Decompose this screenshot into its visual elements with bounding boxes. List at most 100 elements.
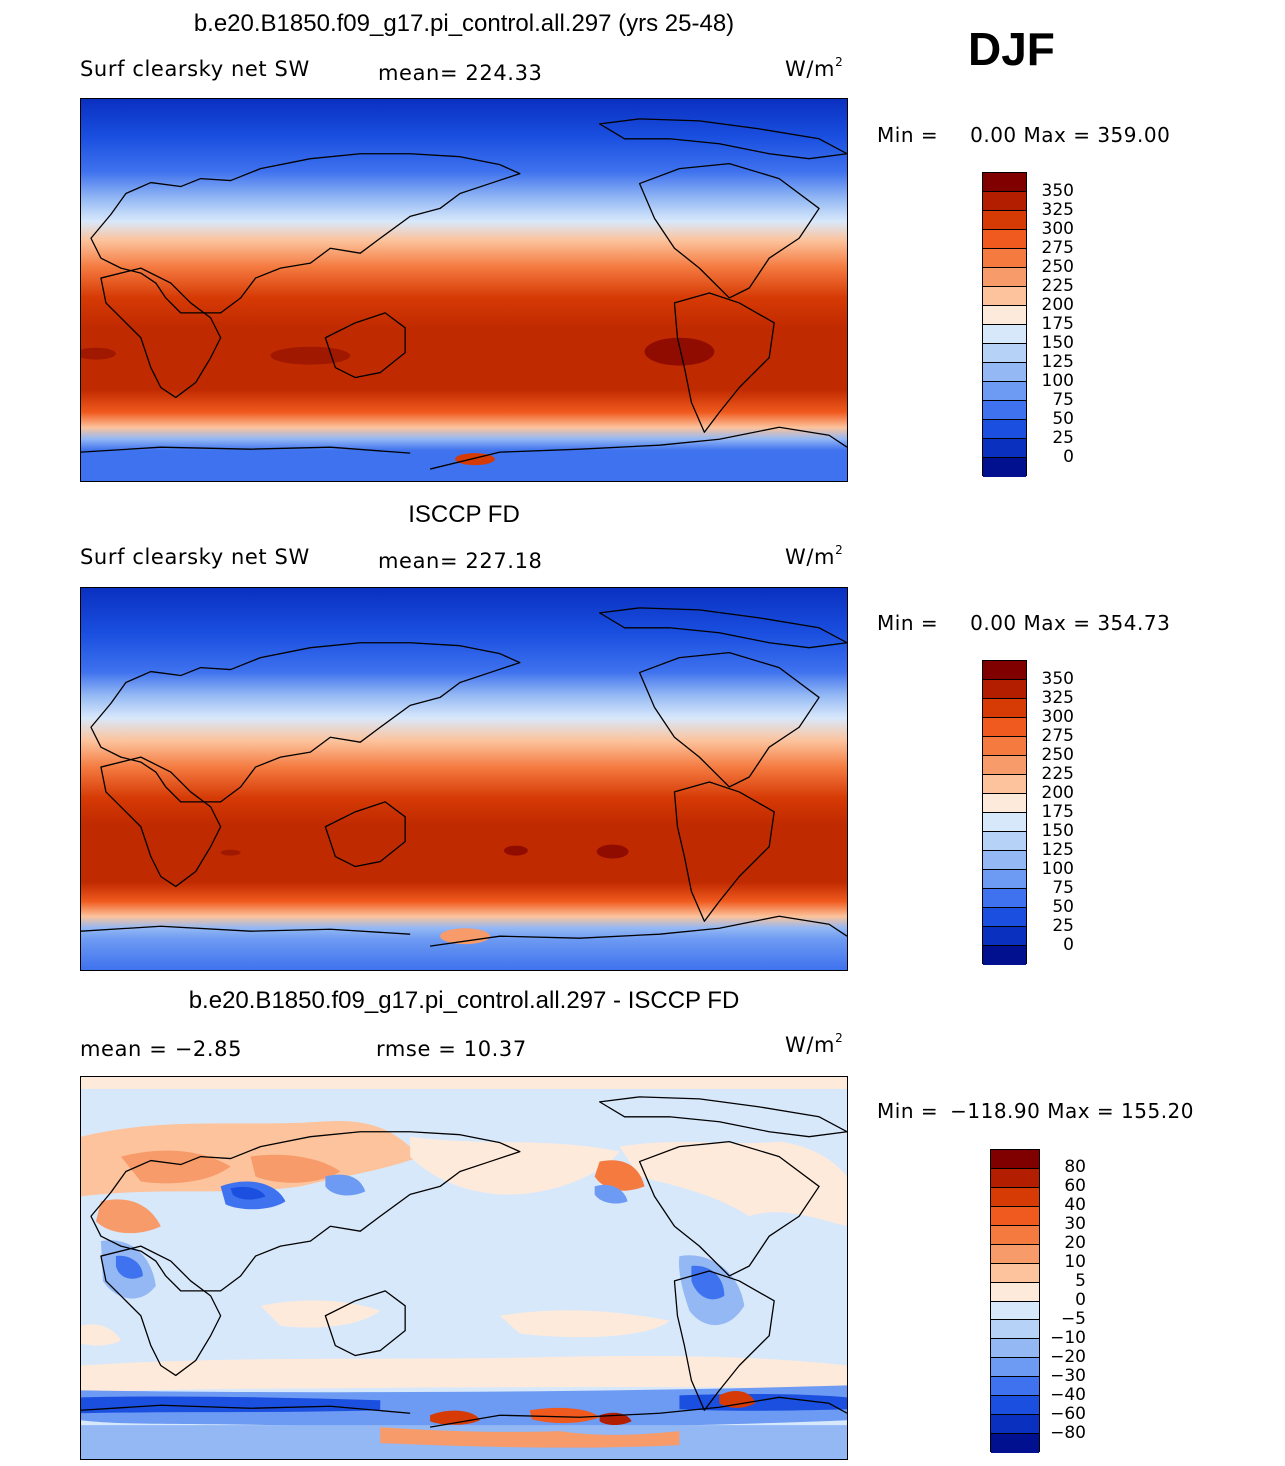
panel-2-colorbar-tick-label: 100 [1041, 858, 1074, 879]
panel-1-colorbar-tick-label: 350 [1041, 180, 1074, 201]
panel-1-colorbar-swatch [983, 344, 1026, 363]
panel-3-colorbar-tick-label: 5 [1075, 1271, 1086, 1292]
panel-3-colorbar-tick-label: 0 [1075, 1290, 1086, 1310]
panel-1-colorbar-tick-label: 100 [1041, 370, 1074, 391]
panel-3-rmse-label: rmse = 10.37 [376, 1037, 527, 1061]
panel-2-colorbar-swatch [983, 908, 1026, 927]
panel-3-colorbar [990, 1149, 1040, 1453]
panel-2-colorbar-swatch [983, 699, 1026, 718]
panel-2-colorbar-swatch [983, 927, 1026, 946]
panel-1-colorbar-swatch [983, 325, 1026, 344]
panel-1-colorbar-swatch [983, 211, 1026, 230]
panel-3-mean-label: mean = −2.85 [80, 1037, 243, 1061]
panel-1-colorbar-swatch [983, 382, 1026, 401]
panel-1-colorbar-swatch [983, 287, 1026, 306]
panel-3-colorbar-swatch [991, 1377, 1039, 1397]
panel-2-colorbar-tick-label: 225 [1041, 763, 1074, 784]
panel-3-colorbar-swatch [991, 1168, 1039, 1188]
panel-3-colorbar-tick-label: −10 [1050, 1327, 1086, 1348]
panel-3-colorbar-tick-label: 20 [1064, 1233, 1086, 1254]
panel-3-colorbar-swatch [991, 1358, 1039, 1378]
panel-2-units: W/m2 [785, 543, 844, 569]
panel-2-colorbar-tick-label: 200 [1041, 782, 1074, 803]
panel-2-colorbar-tick-label: 325 [1041, 687, 1074, 708]
panel-1-colorbar-swatch [983, 439, 1026, 458]
panel-2-colorbar-tick-label: 125 [1041, 839, 1074, 860]
panel-2-colorbar-tick-label: 25 [1052, 915, 1074, 936]
panel-2-colorbar-tick-label: 300 [1041, 706, 1074, 727]
panel-2-colorbar-tick-label: 50 [1052, 896, 1074, 917]
panel-1-map [80, 98, 848, 482]
panel-2-map [80, 587, 848, 971]
panel-3-colorbar-labels: 80 60 40 30 20 10 5 0 −5 −10 −20 −30 −40 −60 −80 [1044, 1149, 1086, 1452]
panel-1-colorbar-labels: 350 325 300 275 250 225 200 175 150 125 100 75 50 25 0 [1032, 172, 1074, 476]
panel-1-colorbar-swatch [983, 363, 1026, 382]
panel-2-colorbar-swatch [983, 851, 1026, 870]
panel-2-colorbar-tick-label: 0 [1063, 934, 1074, 955]
panel-3-colorbar-tick-label: −60 [1050, 1403, 1086, 1424]
panel-1-colorbar-tick-label: 175 [1041, 313, 1074, 334]
panel-3-colorbar-swatch [991, 1434, 1039, 1453]
panel-2-colorbar-swatch [983, 775, 1026, 794]
panel-1-colorbar-tick-label: 275 [1041, 237, 1074, 258]
panel-2-colorbar-swatch [983, 946, 1026, 965]
panel-3-colorbar-swatch [991, 1263, 1039, 1283]
panel-3-colorbar-swatch [991, 1301, 1039, 1321]
panel-2-colorbar-swatch [983, 756, 1026, 775]
panel-3-minmax: Min = −118.90 Max = 155.20 [877, 1099, 1195, 1123]
panel-2-colorbar-labels: 350 325 300 275 250 225 200 175 150 125 100 75 50 25 0 [1032, 660, 1074, 964]
panel-2-colorbar-tick-label: 75 [1052, 877, 1074, 898]
panel-3-colorbar-swatch [991, 1225, 1039, 1245]
panel-3-colorbar-swatch [991, 1339, 1039, 1359]
panel-2-colorbar-tick-label: 175 [1041, 801, 1074, 822]
panel-3-colorbar-swatch [991, 1415, 1039, 1435]
panel-3-colorbar-tick-label: 80 [1064, 1157, 1086, 1178]
panel-1-mean-label: mean= 224.33 [378, 61, 543, 85]
panel-3-colorbar-tick-label: −20 [1050, 1346, 1086, 1367]
panel-2-colorbar-swatch [983, 680, 1026, 699]
panel-2-colorbar-tick-label: 350 [1041, 668, 1074, 689]
panel-1-title: b.e20.B1850.f09_g17.pi_control.all.297 (… [193, 10, 735, 37]
panel-3-colorbar-tick-label: −5 [1060, 1308, 1086, 1329]
panel-1-units: W/m2 [785, 55, 844, 81]
panel-1-colorbar-tick-label: 250 [1041, 256, 1074, 277]
panel-1-colorbar-tick-label: 125 [1041, 351, 1074, 372]
panel-1-colorbar-tick-label: 75 [1052, 389, 1074, 410]
panel-1-colorbar-swatch [983, 173, 1026, 192]
panel-3-colorbar-swatch [991, 1150, 1039, 1169]
panel-1-colorbar-tick-label: 200 [1041, 294, 1074, 315]
panel-3-colorbar-tick-label: 40 [1064, 1195, 1086, 1216]
panel-3-map [80, 1076, 848, 1460]
panel-2-colorbar-swatch [983, 794, 1026, 813]
panel-3-colorbar-tick-label: 30 [1064, 1214, 1086, 1235]
panel-1-colorbar-swatch [983, 268, 1026, 287]
panel-1-colorbar-tick-label: 50 [1052, 408, 1074, 429]
panel-3-colorbar-swatch [991, 1206, 1039, 1226]
panel-2-mean-label: mean= 227.18 [378, 549, 543, 573]
panel-3-colorbar-swatch [991, 1282, 1039, 1302]
panel-2-colorbar-swatch [983, 661, 1026, 680]
panel-3-title: b.e20.B1850.f09_g17.pi_control.all.297 -… [188, 987, 740, 1014]
panel-1-colorbar-swatch [983, 192, 1026, 211]
panel-1-colorbar-tick-label: 150 [1041, 332, 1074, 353]
panel-1-colorbar-swatch [983, 306, 1026, 325]
panel-3-colorbar-tick-label: 10 [1064, 1252, 1086, 1273]
panel-1-colorbar [982, 172, 1027, 477]
panel-2-title: ISCCP FD [408, 501, 520, 528]
panel-1-variable-label: Surf clearsky net SW [80, 57, 310, 81]
panel-2-colorbar-swatch [983, 737, 1026, 756]
panel-3-colorbar-swatch [991, 1320, 1039, 1340]
panel-2-colorbar-swatch [983, 718, 1026, 737]
panel-3-colorbar-tick-label: −30 [1050, 1365, 1086, 1386]
panel-2-colorbar-swatch [983, 813, 1026, 832]
panel-1-minmax: Min = 0.00 Max = 359.00 [877, 123, 1171, 147]
season-label: DJF [968, 23, 1055, 75]
panel-1-colorbar-swatch [983, 401, 1026, 420]
panel-1-colorbar-tick-label: 300 [1041, 218, 1074, 239]
panel-2-minmax: Min = 0.00 Max = 354.73 [877, 611, 1171, 635]
panel-1-colorbar-tick-label: 0 [1063, 446, 1074, 467]
panel-2-colorbar-tick-label: 275 [1041, 725, 1074, 746]
panel-3-colorbar-swatch [991, 1396, 1039, 1416]
panel-2-colorbar-tick-label: 250 [1041, 744, 1074, 765]
panel-3-colorbar-tick-label: −40 [1050, 1384, 1086, 1405]
